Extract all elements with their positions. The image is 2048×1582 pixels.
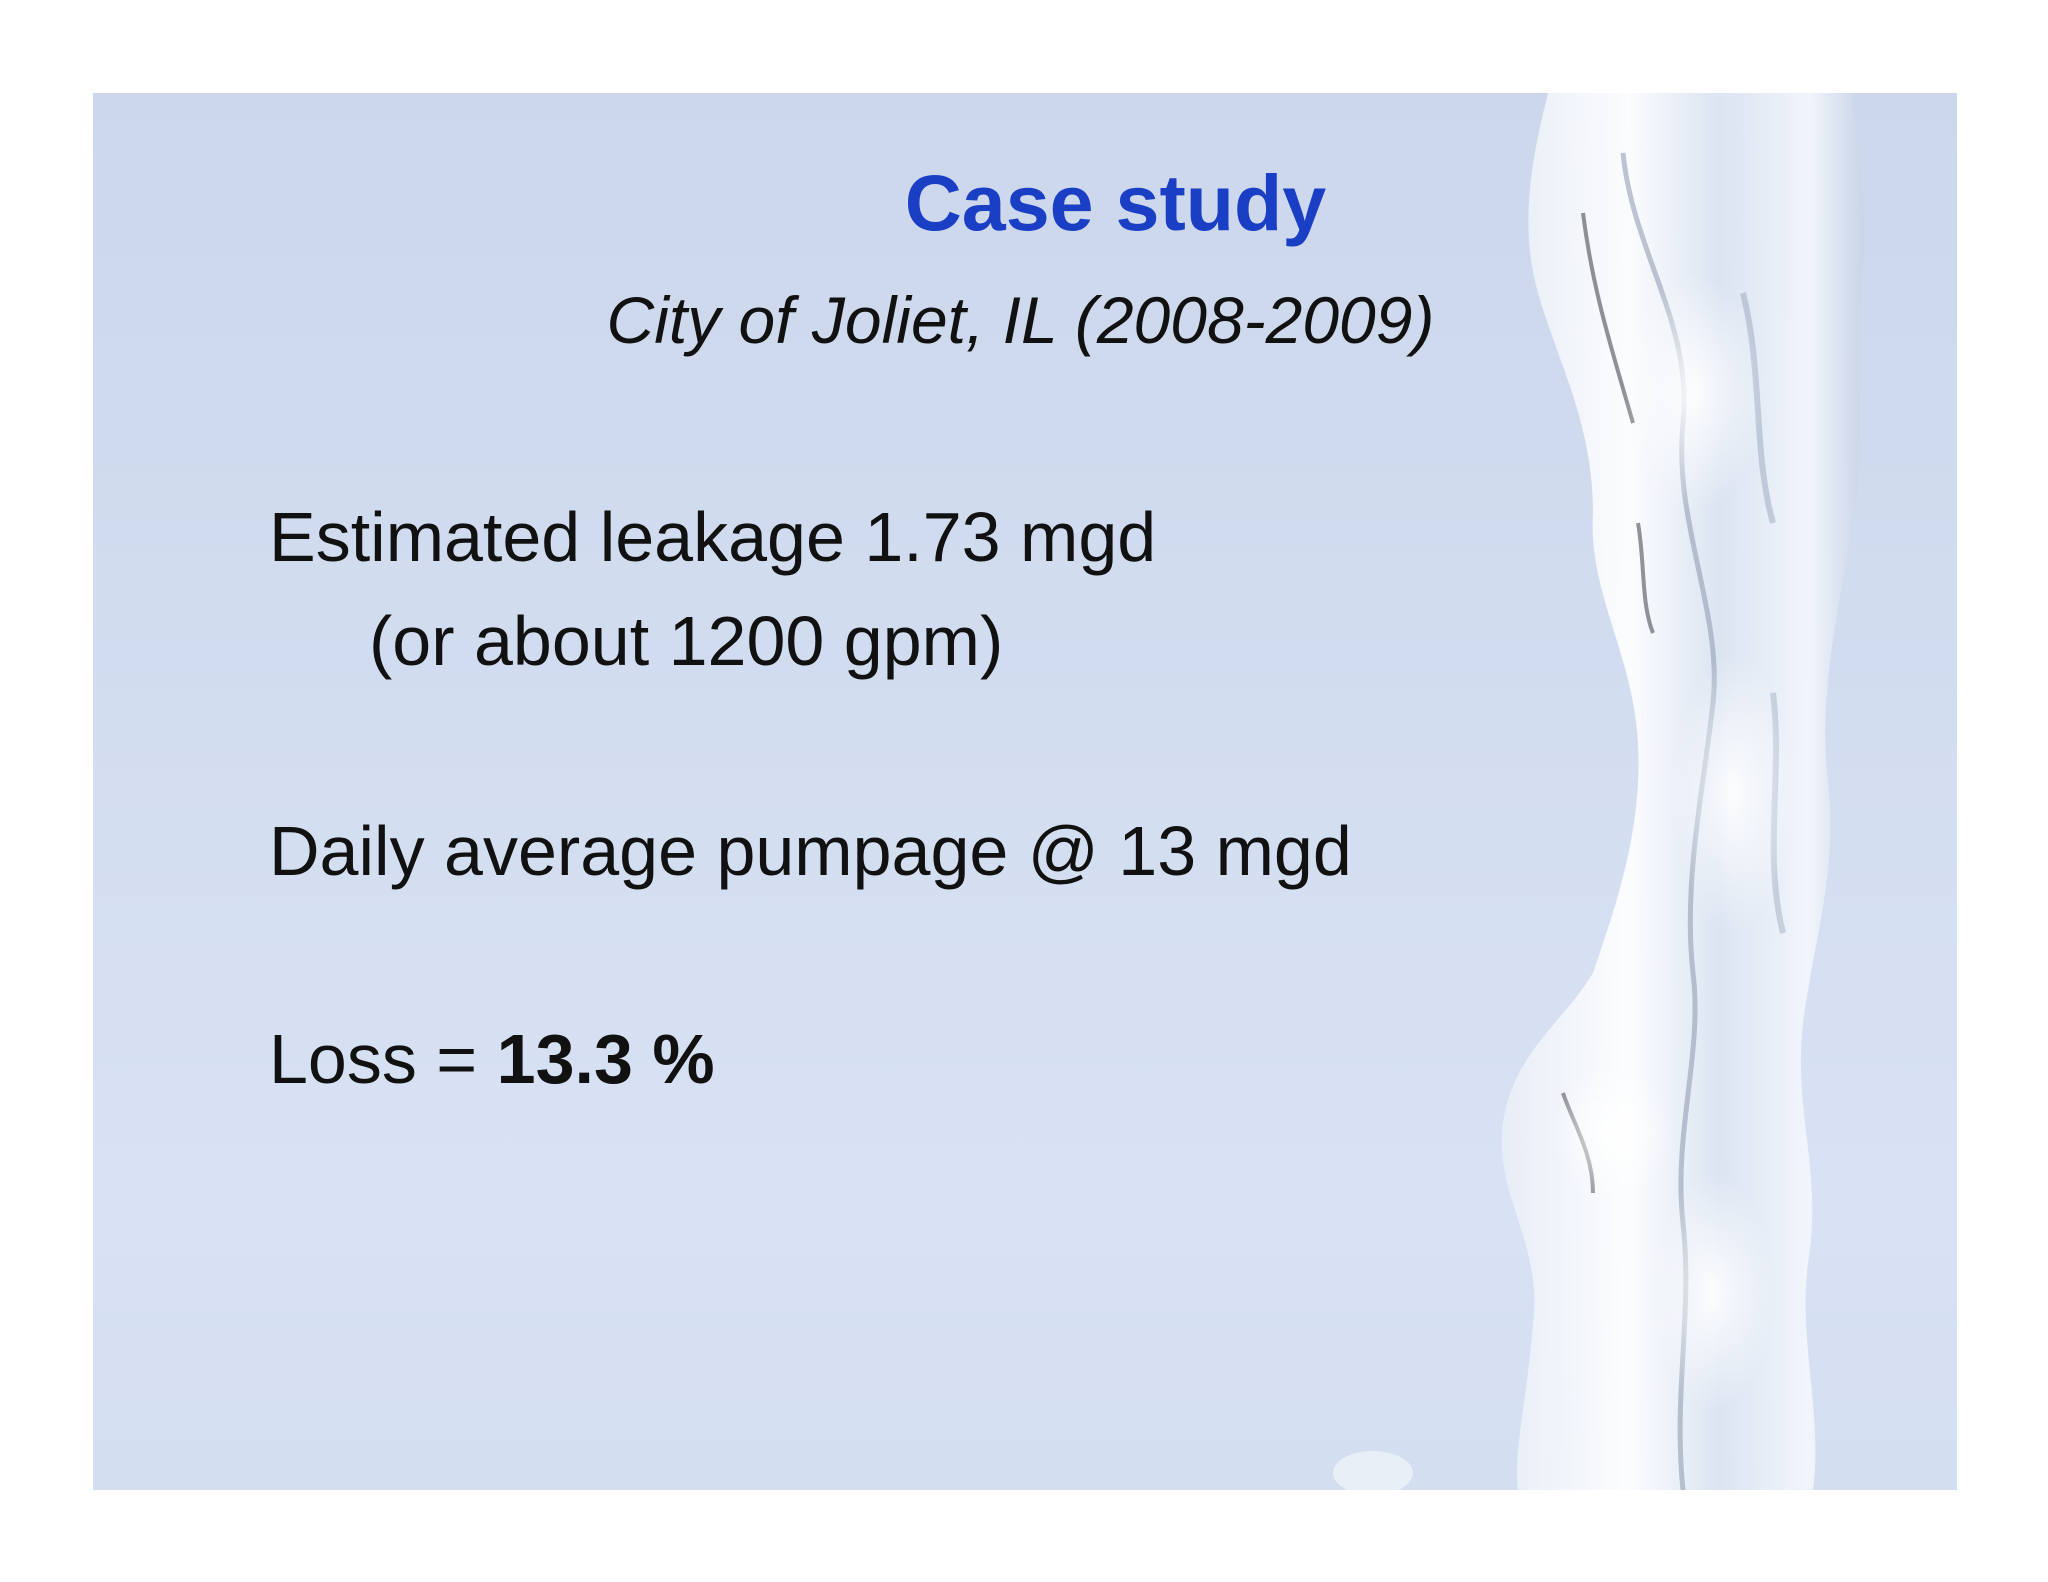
loss-label: Loss = bbox=[269, 1020, 497, 1098]
loss-text: Loss = 13.3 % bbox=[269, 1017, 715, 1101]
slide-subtitle: City of Joliet, IL (2008-2009) bbox=[606, 283, 1435, 357]
pumpage-text: Daily average pumpage @ 13 mgd bbox=[269, 812, 1352, 890]
slide: Case study City of Joliet, IL (2008-2009… bbox=[93, 93, 1957, 1490]
leakage-subtext: (or about 1200 gpm) bbox=[369, 602, 1004, 680]
slide-title: Case study bbox=[904, 158, 1327, 247]
water-stream-image bbox=[1333, 93, 1865, 1490]
leakage-text: Estimated leakage 1.73 mgd bbox=[269, 498, 1157, 576]
loss-value: 13.3 % bbox=[496, 1020, 715, 1098]
